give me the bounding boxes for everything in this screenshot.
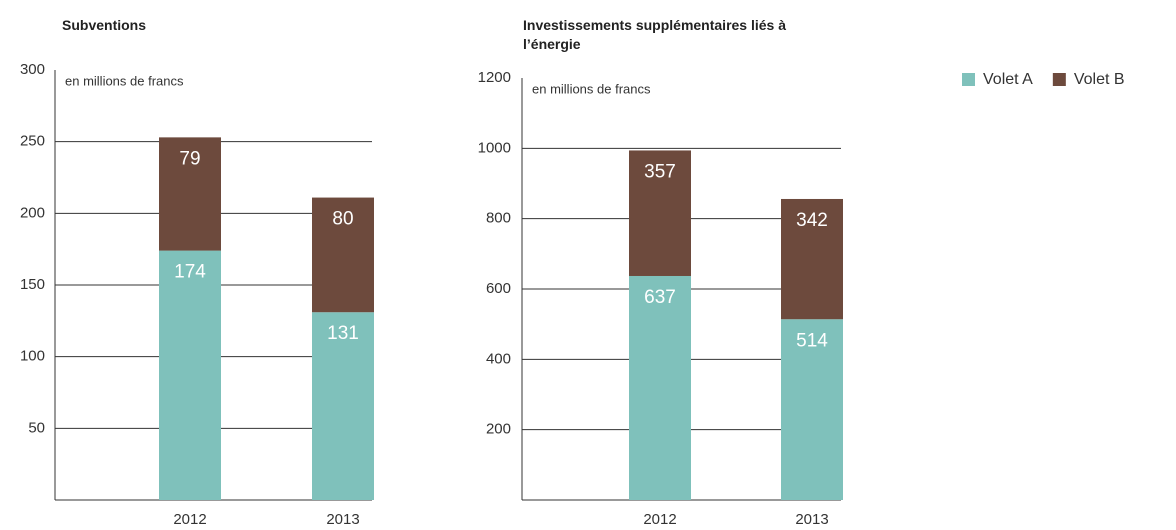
legend-label: Volet A xyxy=(983,71,1033,88)
x-tick-label: 2013 xyxy=(326,511,359,528)
axis-label: en millions de francs xyxy=(532,81,651,96)
y-tick-label: 100 xyxy=(20,348,45,365)
value-label: 174 xyxy=(174,262,206,283)
y-tick-label: 1000 xyxy=(478,139,511,156)
y-tick-label: 200 xyxy=(20,204,45,221)
bar-segment xyxy=(312,197,374,313)
bar-segment xyxy=(781,319,843,500)
value-label: 131 xyxy=(327,323,359,344)
legend-label: Volet B xyxy=(1074,71,1125,88)
x-tick-label: 2012 xyxy=(173,511,206,528)
y-tick-label: 300 xyxy=(20,61,45,78)
value-label: 637 xyxy=(644,287,676,308)
y-tick-label: 200 xyxy=(486,421,511,438)
y-tick-label: 250 xyxy=(20,133,45,150)
bar-segment xyxy=(629,150,691,276)
x-tick-label: 2013 xyxy=(795,511,828,528)
legend-swatch xyxy=(962,73,975,86)
bar-segment xyxy=(781,198,843,320)
chart-title: Subventions xyxy=(62,17,147,33)
y-tick-label: 1200 xyxy=(478,69,511,86)
value-label: 357 xyxy=(644,161,676,182)
value-label: 79 xyxy=(179,148,200,169)
value-label: 342 xyxy=(796,210,828,231)
x-tick-label: 2012 xyxy=(643,511,676,528)
y-tick-label: 600 xyxy=(486,280,511,297)
y-tick-label: 400 xyxy=(486,350,511,367)
value-label: 514 xyxy=(796,330,828,351)
bar-segment xyxy=(312,312,374,500)
bar-segment xyxy=(159,137,221,251)
y-tick-label: 800 xyxy=(486,210,511,227)
bar-segment xyxy=(159,250,221,500)
chart-title: Investissements supplémentaires liés à l… xyxy=(523,17,787,52)
axis-label: en millions de francs xyxy=(65,73,184,88)
y-tick-label: 50 xyxy=(28,419,45,436)
legend-swatch xyxy=(1052,73,1066,86)
value-label: 80 xyxy=(332,209,353,230)
y-tick-label: 150 xyxy=(20,276,45,293)
bar-segment xyxy=(629,275,691,500)
